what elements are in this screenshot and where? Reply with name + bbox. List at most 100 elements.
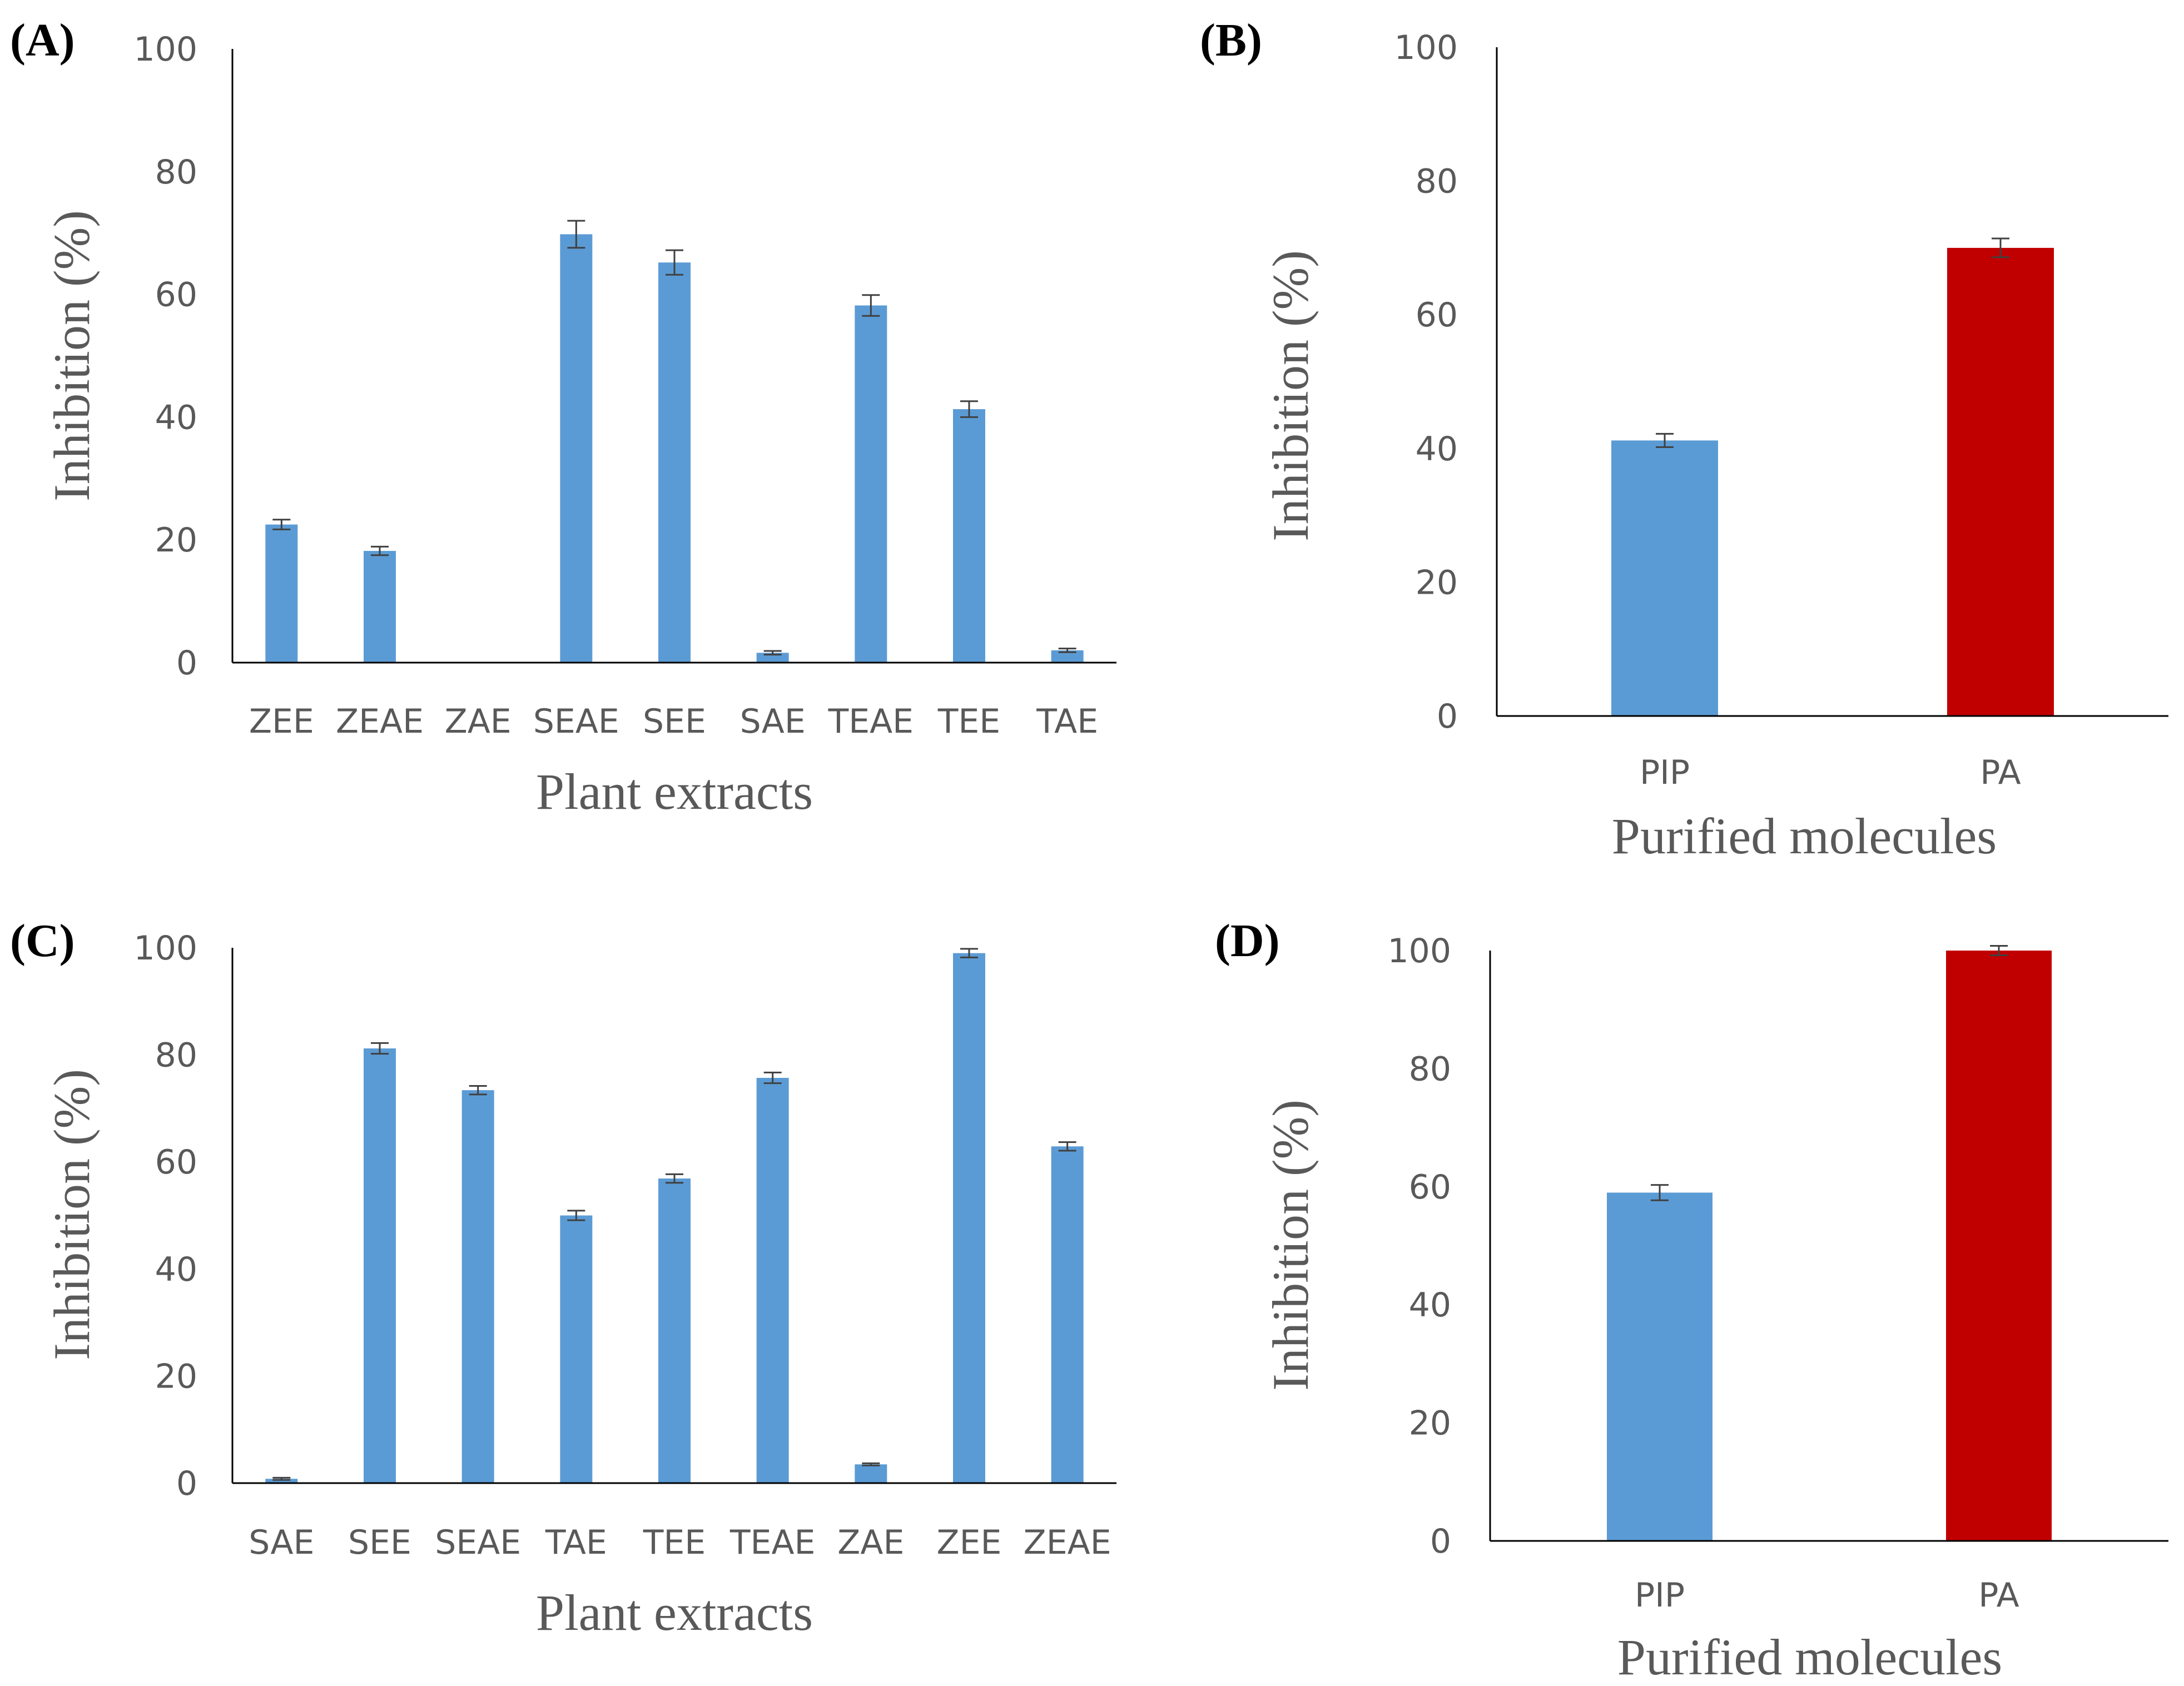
- x-axis-title: Purified molecules: [1612, 808, 1997, 864]
- error-bar: [1651, 1184, 1669, 1201]
- y-tick-label: 0: [1437, 697, 1458, 736]
- x-tick-label: PIP: [1635, 1576, 1685, 1615]
- y-tick-label: 60: [155, 1143, 197, 1182]
- y-tick-label: 80: [1409, 1050, 1451, 1088]
- x-tick-label: TEE: [643, 1523, 706, 1562]
- x-tick-label: TEAE: [828, 702, 914, 741]
- chart-panel: (C) 0 20 40 60 80 100 SAE SEE SEAE TAE TEE TEAE ZAE ZE…: [10, 915, 1116, 1641]
- x-tick-label: PA: [1980, 753, 2021, 792]
- error-bar: [1992, 237, 2009, 258]
- bar: [560, 1215, 593, 1483]
- x-axis-title: Plant extracts: [536, 763, 813, 820]
- bar: [461, 1090, 494, 1483]
- bar: [364, 1048, 396, 1483]
- y-tick-label: 60: [155, 276, 197, 315]
- bar: [560, 234, 593, 663]
- x-tick-label: ZEAE: [336, 702, 424, 741]
- y-axis-title: Inhibition (%): [1262, 250, 1319, 541]
- x-tick-label: ZEE: [249, 702, 314, 741]
- bar: [1051, 1146, 1084, 1483]
- bar: [1051, 650, 1084, 663]
- x-tick-label: TAE: [1036, 702, 1098, 741]
- x-tick-label: ZEE: [937, 1523, 1002, 1562]
- error-bar: [666, 1173, 683, 1184]
- y-tick-label: 0: [1430, 1522, 1451, 1561]
- bar: [1607, 1192, 1713, 1541]
- panel-label: (A): [10, 14, 75, 66]
- error-bar: [469, 1085, 487, 1096]
- y-tick-label: 100: [133, 929, 197, 968]
- y-tick-label: 20: [155, 521, 197, 560]
- y-tick-label: 20: [1416, 563, 1458, 602]
- x-axis-title: Purified molecules: [1617, 1629, 2002, 1685]
- bar: [265, 1479, 298, 1483]
- chart-panel: (B) 0 20 40 60 80 100 PIP PA Purified molecules In…: [1200, 14, 2168, 864]
- x-tick-label: ZEAE: [1024, 1523, 1111, 1562]
- x-tick-label: ZAE: [837, 1523, 904, 1562]
- panel-label: (C): [10, 915, 75, 967]
- error-bar: [272, 519, 291, 530]
- error-bar: [1058, 648, 1076, 653]
- bar: [953, 953, 985, 1483]
- error-bar: [960, 948, 978, 958]
- bar: [265, 524, 298, 663]
- x-tick-label: ZAE: [445, 702, 512, 741]
- x-tick-label: TAE: [545, 1523, 607, 1562]
- bar: [1947, 247, 2054, 716]
- error-bar: [272, 1476, 291, 1481]
- chart-panel: (A) 0 20 40 60 80 100 ZEE ZEAE ZAE SEAE SEE SAE TEAE T…: [10, 14, 1116, 820]
- error-bar: [862, 294, 880, 317]
- bar: [953, 409, 985, 663]
- bar: [1611, 440, 1718, 716]
- bar: [1946, 951, 2052, 1541]
- chart-panel: (D) 0 20 40 60 80 100 PIP PA Purified molecules In…: [1215, 915, 2168, 1685]
- y-axis-title: Inhibition (%): [1262, 1100, 1319, 1391]
- y-axis-title: Inhibition (%): [43, 210, 100, 501]
- y-tick-label: 60: [1416, 296, 1458, 335]
- y-tick-label: 40: [155, 398, 197, 437]
- y-tick-label: 80: [155, 1036, 197, 1075]
- y-tick-label: 0: [176, 644, 197, 683]
- bar: [855, 305, 887, 663]
- panel-label: (D): [1215, 915, 1280, 967]
- error-bar: [1990, 945, 2008, 956]
- x-axis-title: Plant extracts: [536, 1584, 813, 1641]
- y-tick-label: 40: [1416, 430, 1458, 469]
- error-bar: [862, 1462, 880, 1466]
- error-bar: [763, 650, 782, 656]
- y-tick-label: 80: [155, 153, 197, 192]
- y-tick-label: 20: [155, 1357, 197, 1396]
- y-tick-label: 40: [1409, 1286, 1451, 1325]
- x-tick-label: TEAE: [729, 1523, 816, 1562]
- y-tick-label: 20: [1409, 1404, 1451, 1443]
- bar: [364, 551, 396, 663]
- y-tick-label: 80: [1416, 162, 1458, 201]
- panel-label: (B): [1200, 14, 1262, 66]
- bar: [658, 262, 691, 663]
- error-bar: [1058, 1141, 1076, 1152]
- bar: [855, 1464, 887, 1483]
- error-bar: [371, 1042, 389, 1055]
- bar: [756, 1078, 789, 1483]
- y-tick-label: 40: [155, 1250, 197, 1289]
- error-bar: [567, 220, 585, 249]
- bar: [658, 1178, 691, 1483]
- x-tick-label: SAE: [249, 1523, 314, 1562]
- x-tick-label: PIP: [1640, 753, 1690, 792]
- x-tick-label: SEE: [348, 1523, 411, 1562]
- y-axis-title: Inhibition (%): [43, 1069, 100, 1360]
- x-tick-label: SEAE: [435, 1523, 521, 1562]
- y-tick-label: 100: [1394, 28, 1458, 67]
- y-tick-label: 60: [1409, 1168, 1451, 1207]
- error-bar: [567, 1210, 585, 1221]
- error-bar: [960, 400, 978, 418]
- y-tick-label: 100: [133, 30, 197, 69]
- x-tick-label: SEE: [643, 702, 706, 741]
- x-tick-label: PA: [1978, 1576, 2019, 1615]
- x-tick-label: SEAE: [533, 702, 619, 741]
- error-bar: [1656, 432, 1674, 448]
- y-tick-label: 0: [176, 1464, 197, 1503]
- x-tick-label: TEE: [937, 702, 1000, 741]
- y-tick-label: 100: [1387, 932, 1451, 971]
